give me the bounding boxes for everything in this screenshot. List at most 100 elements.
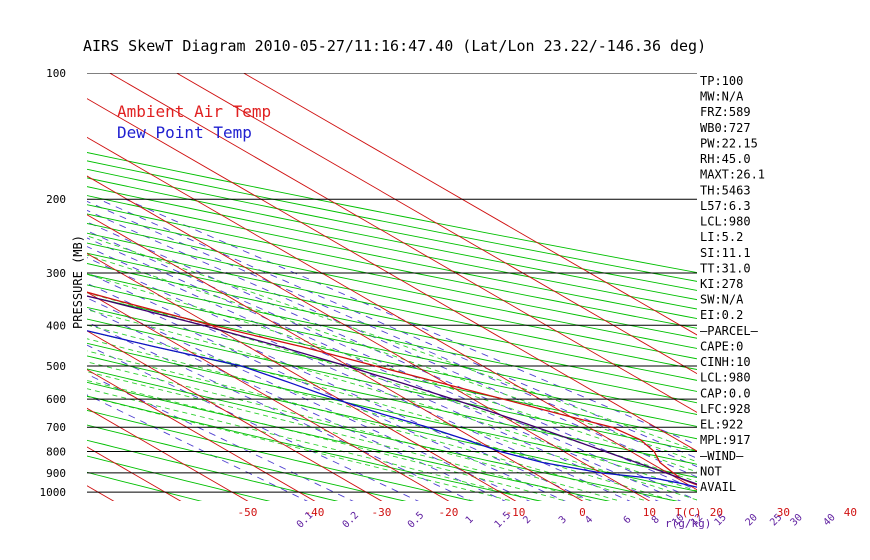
pressure-tick-label: 800 xyxy=(46,446,66,459)
pressure-tick-label: 400 xyxy=(46,319,66,332)
legend-ambient-air-temp: Ambient Air Temp xyxy=(117,102,271,121)
bottom-temp-tick-label: 40 xyxy=(844,506,857,519)
isobars xyxy=(87,73,697,493)
isotherm-line xyxy=(87,485,115,501)
pressure-tick-label: 600 xyxy=(46,393,66,406)
stability-index: CAPE:0 xyxy=(700,340,743,354)
stability-index: CAP:0.0 xyxy=(700,386,751,400)
stability-index: EI:0.2 xyxy=(700,308,743,322)
bottom-temp-tick-label: -30 xyxy=(371,506,391,519)
stability-index: NOT xyxy=(700,464,722,478)
stability-index: TP:100 xyxy=(700,74,743,88)
stability-index: FRZ:589 xyxy=(700,105,751,119)
legend: Ambient Air Temp Dew Point Temp xyxy=(117,102,271,142)
isotherm-line xyxy=(87,214,584,501)
stability-index: MW:N/A xyxy=(700,90,744,104)
dry-adiabat-line xyxy=(87,381,611,501)
moist-adiabat-line xyxy=(87,395,514,501)
sounding-profiles xyxy=(87,291,697,488)
mixing-ratio-tick-label: 4 xyxy=(583,514,595,526)
pressure-tick-label: 900 xyxy=(46,467,66,480)
pressure-tick-label: 700 xyxy=(46,421,66,434)
pressure-tick-labels: 100 200 300 400 500 600 700 800 900 1000 xyxy=(40,67,67,499)
isotherm-line xyxy=(87,136,697,491)
dry-adiabat-line xyxy=(87,242,697,370)
bottom-temp-tick-label: -50 xyxy=(237,506,257,519)
mixing-ratio-line xyxy=(87,246,659,501)
bottom-temperature-tick-labels: -50 -40 -30 -20 -10 0 10 20 30 40 xyxy=(237,506,857,519)
stability-index: –WIND– xyxy=(700,449,744,463)
stability-index: L57:6.3 xyxy=(700,199,751,213)
moist-adiabat-line xyxy=(87,292,697,483)
series-line-dew-point-temp xyxy=(87,330,697,488)
stability-index: KI:278 xyxy=(700,277,743,291)
dry-adiabat-line xyxy=(87,355,697,492)
dry-adiabat-line xyxy=(87,204,697,329)
stability-index: –PARCEL– xyxy=(700,324,759,338)
stability-index: RH:45.0 xyxy=(700,152,751,166)
stability-index: SI:11.1 xyxy=(700,246,751,260)
mixing-ratio-line xyxy=(87,257,631,501)
mixing-ratio-tick-label: 3 xyxy=(557,514,569,526)
isotherm-line xyxy=(87,407,249,501)
mixing-ratio-tick-label: 0.5 xyxy=(406,510,427,531)
mixing-ratio-tick-label: 6 xyxy=(622,514,634,526)
mixing-ratio-tick-label: 30 xyxy=(789,512,805,528)
isotherm-line xyxy=(87,252,517,501)
isotherm-line xyxy=(87,369,316,501)
pressure-tick-label: 1000 xyxy=(40,486,67,499)
dry-adiabat-line xyxy=(87,186,697,310)
pressure-tick-label: 300 xyxy=(46,267,66,280)
stability-index: PW:22.15 xyxy=(700,137,758,151)
mixing-ratio-line xyxy=(87,230,697,501)
mixing-ratio-line xyxy=(87,221,697,491)
mixing-ratio-tick-label: 8 xyxy=(650,514,662,526)
mixing-ratio-tick-label: 2 xyxy=(521,514,533,526)
mixing-ratio-line xyxy=(87,321,473,501)
isotherms xyxy=(0,64,697,503)
bottom-temp-tick-label: 10 xyxy=(643,506,656,519)
mixing-ratio-unit: r(g/kg) xyxy=(665,517,711,530)
stability-index: LCL:980 xyxy=(700,215,751,229)
moist-adiabat-line xyxy=(87,380,568,501)
mixing-ratio-line xyxy=(87,307,506,501)
stability-index: LFC:928 xyxy=(700,402,751,416)
stability-index: MAXT:26.1 xyxy=(700,168,765,182)
isotherm-line xyxy=(87,98,697,452)
dry-adiabat-line xyxy=(87,318,697,452)
moist-adiabat-line xyxy=(87,309,697,492)
isotherm-line xyxy=(87,291,450,501)
grid-lines xyxy=(0,64,697,503)
series-line-ambient-air-temp xyxy=(87,291,697,486)
stability-index: WB0:727 xyxy=(700,121,751,135)
stability-index: LCL:980 xyxy=(700,371,751,385)
isotherm-line xyxy=(175,73,697,375)
mixing-ratio-line xyxy=(98,198,697,459)
stability-index: TT:31.0 xyxy=(700,261,751,275)
bottom-temp-tick-label: -10 xyxy=(505,506,525,519)
isotherm-line xyxy=(0,64,49,503)
stability-index: EL:922 xyxy=(700,418,743,432)
pressure-tick-label: 500 xyxy=(46,360,66,373)
mixing-ratio-tick-label: 40 xyxy=(821,512,837,528)
moist-adiabat-line xyxy=(87,388,541,501)
bottom-temp-tick-label: 20 xyxy=(710,506,723,519)
legend-dew-point-temp: Dew Point Temp xyxy=(117,123,252,142)
mixing-ratio-tick-label: 20 xyxy=(744,512,760,528)
y-axis-label: PRESSURE (MB) xyxy=(71,235,85,329)
dry-adiabat-line xyxy=(87,152,697,274)
dry-adiabat-line xyxy=(87,223,697,349)
chart-title: AIRS SkewT Diagram 2010-05-27/11:16:47.4… xyxy=(83,37,706,55)
dry-adiabat-line xyxy=(87,213,697,339)
series-line-parcel xyxy=(87,295,697,485)
bottom-temp-tick-label: -20 xyxy=(438,506,458,519)
stability-index: CINH:10 xyxy=(700,355,751,369)
dry-adiabat-line xyxy=(87,295,697,427)
isotherm-line xyxy=(108,73,697,413)
moist-adiabat-line xyxy=(87,371,595,501)
isotherm-line xyxy=(87,175,651,501)
dry-adiabat-line xyxy=(87,177,697,301)
isotherm-line xyxy=(242,73,697,336)
